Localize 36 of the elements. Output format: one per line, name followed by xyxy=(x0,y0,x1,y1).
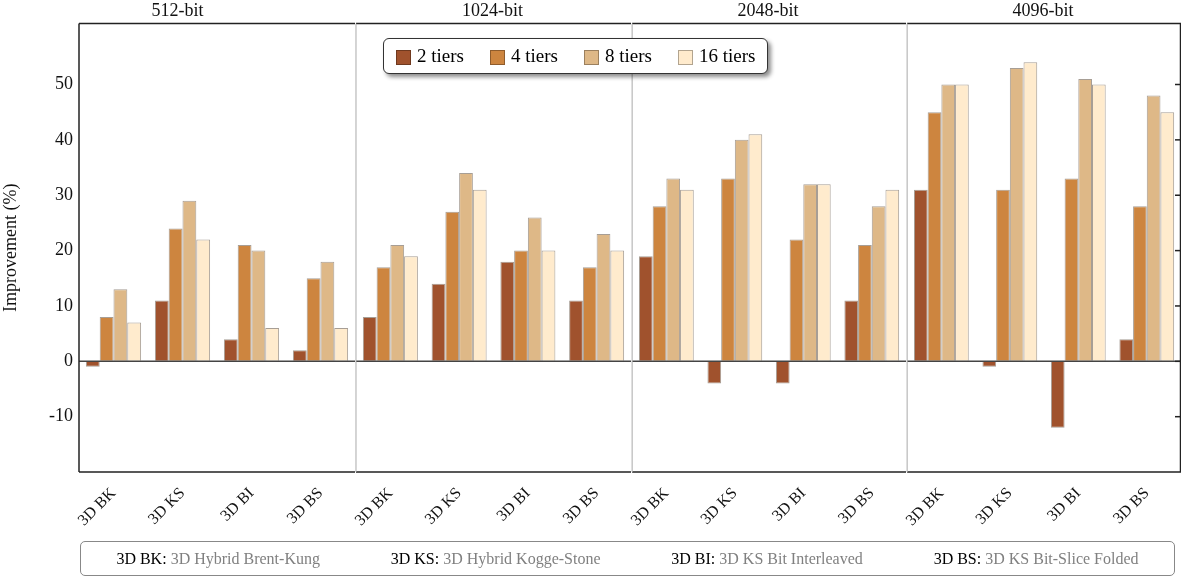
text: 3D BS: 3D KS Bit-Slice Folded xyxy=(933,549,1139,567)
chart-title: 4096-bit xyxy=(1012,0,1074,20)
text: 3D KS: 3D Hybrid Kogge-Stone xyxy=(390,549,601,567)
x-tick-label: 3D KS xyxy=(144,483,188,528)
text: 3D BK: 3D Hybrid Brent-Kung xyxy=(116,549,320,567)
chart-title: 512-bit xyxy=(151,0,204,20)
chart-title: 2048-bit xyxy=(737,0,799,20)
x-tick-label: 3D BK xyxy=(351,483,396,529)
y-tick-label: 0 xyxy=(64,350,73,371)
y-tick-label: -10 xyxy=(49,405,73,426)
x-tick-label: 3D BK xyxy=(74,483,119,529)
text: 3D BI: 3D KS Bit Interleaved xyxy=(671,549,863,567)
x-tick-label: 3D BS xyxy=(559,483,602,527)
legend-label: 16 tiers xyxy=(697,45,756,67)
x-tick-label: 3D BI xyxy=(1043,483,1084,524)
x-tick-label: 3D BI xyxy=(768,483,809,524)
x-tick-label: 3D KS xyxy=(421,483,465,528)
x-tick-label: 3D BI xyxy=(216,483,257,524)
x-tick-label: 3D BK xyxy=(627,483,672,529)
legend-label: 2 tiers xyxy=(416,45,464,67)
x-tick-label: 3D KS xyxy=(696,483,740,528)
y-axis-title: Improvement (%) xyxy=(0,183,21,313)
y-tick-label: 10 xyxy=(55,294,73,315)
x-tick-label: 3D BI xyxy=(492,483,533,524)
legend-label: 8 tiers xyxy=(603,45,652,67)
x-tick-label: 3D BS xyxy=(834,483,877,527)
y-tick-label: 30 xyxy=(55,183,73,204)
y-tick-label: 50 xyxy=(55,73,73,94)
legend-label: 4 tiers xyxy=(509,45,558,67)
chart-title: 1024-bit xyxy=(462,0,523,20)
x-tick-label: 3D BK xyxy=(902,483,947,529)
x-tick-label: 3D BS xyxy=(283,483,326,527)
x-tick-label: 3D KS xyxy=(971,483,1015,528)
y-tick-label: 20 xyxy=(55,239,73,260)
x-tick-label: 3D BS xyxy=(1109,483,1152,527)
y-tick-label: 40 xyxy=(55,128,73,149)
